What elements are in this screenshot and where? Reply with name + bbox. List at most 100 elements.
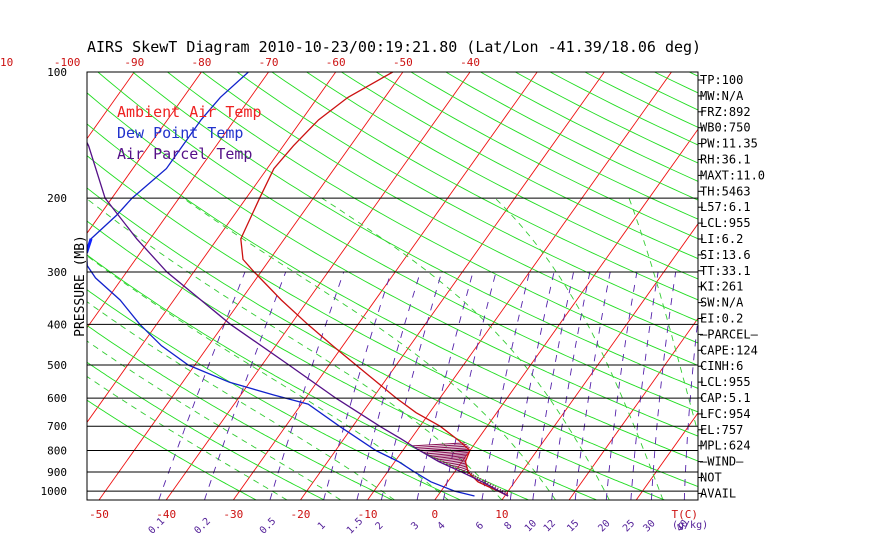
mixing-ratio-tick-label: 10 <box>523 518 539 534</box>
moist-adiabat-line <box>494 197 664 500</box>
isotherm-line <box>87 72 135 140</box>
index-value: CAPE:124 <box>700 343 758 357</box>
mixing-ratio-tick-label: 15 <box>565 518 581 534</box>
grid-layer <box>0 72 870 500</box>
mixing-ratio-line <box>442 271 497 500</box>
mixing-ratio-tick-label: 30 <box>641 518 657 534</box>
cape-hatch <box>435 456 467 461</box>
mixing-ratio-line <box>380 271 443 500</box>
cape-hatch <box>445 461 467 466</box>
mixing-ratio-line <box>416 271 474 500</box>
pressure-tick-label: 200 <box>47 192 67 205</box>
top-temp-tick-label: -80 <box>191 56 211 69</box>
isotherm-line <box>568 317 698 500</box>
mixing-ratio-line <box>605 271 638 500</box>
moist-adiabat-line <box>87 255 449 500</box>
ambient-air-temp-curve <box>240 72 509 497</box>
index-value: MW:N/A <box>700 89 744 103</box>
pressure-tick-label: 1000 <box>41 485 68 498</box>
mixing-ratio-line <box>158 271 246 500</box>
mixing-ratio-tick-label: 8 <box>502 520 514 532</box>
bottom-temp-tick-label: -40 <box>156 508 176 521</box>
pressure-tick-label: 300 <box>47 266 67 279</box>
isotherm-line <box>300 72 605 500</box>
isotherm-line <box>87 72 202 234</box>
index-value: SW:N/A <box>700 296 744 310</box>
index-value: LCL:955 <box>700 375 751 389</box>
dry-adiabat-line <box>87 289 461 500</box>
dry-adiabat-line <box>87 123 698 462</box>
index-value: —PARCEL— <box>700 327 759 341</box>
isotherm-line <box>771 72 870 500</box>
index-value: —WIND— <box>700 455 744 469</box>
index-value: CAP:5.1 <box>700 391 751 405</box>
cape-hatch <box>414 444 467 449</box>
dry-adiabat-line <box>271 72 698 301</box>
index-value: EI:0.2 <box>700 312 743 326</box>
index-value: LI:6.2 <box>700 232 743 246</box>
isotherm-line <box>87 72 269 329</box>
cape-hatch <box>433 455 467 460</box>
dry-adiabat-line <box>87 361 325 500</box>
dry-adiabat-line <box>87 399 257 500</box>
temp-unit-label: T(C) <box>672 508 699 521</box>
mixing-ratio-line <box>532 271 575 500</box>
legend-entry: Air Parcel Temp <box>117 145 252 163</box>
moist-adiabat-line <box>87 198 503 500</box>
chart-title: AIRS SkewT Diagram 2010-10-23/00:19:21.8… <box>87 38 701 56</box>
mixing-ratio-line <box>204 271 287 500</box>
cape-hatch <box>417 445 469 450</box>
mixing-ratio-tick-label: 20 <box>596 518 612 534</box>
mixing-ratio-unit-label: (g/kg) <box>672 520 708 531</box>
mixing-ratio-tick-label: 25 <box>621 518 637 534</box>
index-value: TT:33.1 <box>700 264 751 278</box>
bottom-temp-tick-label: -10 <box>358 508 378 521</box>
mixing-ratio-line <box>551 271 591 500</box>
mixing-ratio-tick-label: 3 <box>409 520 421 532</box>
mixing-ratio-tick-label: 2 <box>374 520 386 532</box>
top-temp-tick-label: -110 <box>0 56 13 69</box>
index-value: L57:6.1 <box>700 200 751 214</box>
moist-adiabat-line <box>628 198 698 435</box>
dry-adiabat-line <box>202 72 698 344</box>
top-temp-tick-label: -70 <box>259 56 279 69</box>
mixing-ratio-tick-label: 4 <box>436 520 448 532</box>
top-temp-tick-label: -50 <box>393 56 413 69</box>
cape-hatch <box>438 458 466 463</box>
pressure-tick-label: 800 <box>47 445 67 458</box>
mixing-ratio-tick-label: 0.2 <box>192 516 213 537</box>
index-value: LFC:954 <box>700 407 751 421</box>
dry-adiabat-line <box>654 72 698 94</box>
index-value: WB0:750 <box>700 121 751 135</box>
mixing-ratio-line <box>269 271 345 500</box>
index-value: MPL:624 <box>700 439 751 453</box>
air-parcel-temp-curve <box>87 141 509 497</box>
dry-adiabat-line <box>341 72 698 260</box>
isotherm-line <box>501 223 698 500</box>
legend-entry: Dew Point Temp <box>117 124 243 142</box>
index-value: KI:261 <box>700 280 743 294</box>
top-temp-tick-label: -100 <box>54 56 81 69</box>
cape-hatch <box>454 465 468 470</box>
pressure-tick-label: 900 <box>47 466 67 479</box>
index-value: TP:100 <box>700 73 743 87</box>
isotherm-line <box>0 72 67 500</box>
dry-adiabat-line <box>132 72 698 389</box>
bottom-temp-tick-label: -20 <box>291 508 311 521</box>
top-temp-tick-label: -40 <box>460 56 480 69</box>
legend-entry: Ambient Air Temp <box>117 103 262 121</box>
isobar-layer <box>87 71 698 492</box>
y-axis-label: PRESSURE (MB) <box>73 235 88 337</box>
dry-adiabat-line <box>236 72 698 322</box>
index-value: EL:757 <box>700 423 743 437</box>
bottom-temp-tick-label: -30 <box>223 508 243 521</box>
cape-hatch <box>457 466 468 471</box>
mixing-ratio-tick-label: 12 <box>542 518 558 534</box>
mixing-ratio-line <box>356 271 421 500</box>
pressure-tick-label: 600 <box>47 392 67 405</box>
index-value: LCL:955 <box>700 216 751 230</box>
moist-adiabat-line <box>87 301 395 500</box>
dry-adiabat-line <box>306 72 698 280</box>
